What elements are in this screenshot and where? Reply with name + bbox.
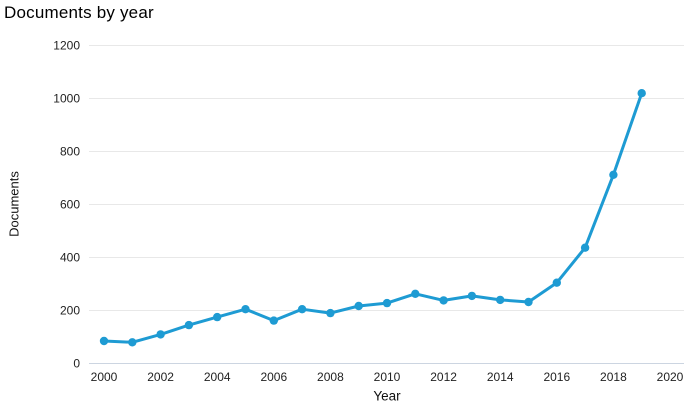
data-point-2004[interactable] [213, 312, 222, 322]
data-point-2005[interactable] [241, 305, 250, 314]
y-tick-label: 1200 [53, 39, 80, 53]
data-point-2013[interactable] [467, 291, 477, 301]
data-point-2012[interactable] [439, 296, 448, 305]
data-point-2007[interactable] [297, 305, 307, 314]
x-tick-label: 2002 [147, 370, 174, 384]
y-tick-label: 400 [60, 251, 80, 265]
y-tick-label: 0 [73, 357, 80, 371]
x-tick-label: 2012 [430, 370, 457, 384]
data-point-2016[interactable] [552, 278, 561, 287]
data-point-2019[interactable] [637, 89, 646, 98]
data-point-2002[interactable] [156, 330, 165, 339]
chart-title: Documents by year [4, 3, 154, 22]
data-point-2003[interactable] [184, 320, 194, 330]
x-tick-label: 2018 [600, 370, 627, 384]
data-point-2015[interactable] [524, 297, 533, 307]
x-tick-label: 2006 [260, 370, 287, 384]
y-tick-label: 1000 [53, 92, 80, 106]
data-point-2001[interactable] [128, 338, 137, 347]
y-tick-label: 800 [60, 145, 80, 159]
data-point-2010[interactable] [382, 298, 392, 308]
x-tick-label: 2016 [543, 370, 570, 384]
y-axis-title: Documents [6, 171, 22, 237]
x-tick-label: 2020 [657, 370, 684, 384]
data-point-2006[interactable] [269, 316, 278, 325]
data-point-2000[interactable] [99, 336, 109, 346]
x-tick-label: 2014 [487, 370, 514, 384]
x-tick-label: 2008 [317, 370, 344, 384]
data-point-2018[interactable] [609, 170, 618, 179]
data-point-2011[interactable] [411, 289, 420, 298]
data-point-2014[interactable] [496, 295, 505, 305]
data-point-2008[interactable] [326, 308, 335, 318]
y-tick-label: 600 [60, 198, 80, 212]
data-point-2009[interactable] [354, 301, 363, 311]
x-tick-label: 2004 [204, 370, 231, 384]
x-tick-label: 2010 [374, 370, 401, 384]
x-axis-title: Year [373, 388, 401, 404]
documents-trend-line [102, 91, 644, 344]
x-tick-label: 2000 [91, 370, 118, 384]
data-point-2017[interactable] [580, 243, 590, 252]
y-tick-label: 200 [60, 304, 80, 318]
